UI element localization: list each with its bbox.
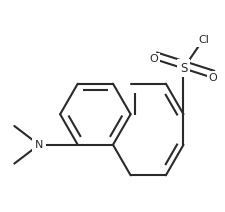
Text: N: N (35, 140, 43, 150)
Text: O: O (208, 73, 216, 83)
Text: Cl: Cl (197, 35, 208, 45)
Text: S: S (179, 62, 186, 75)
Text: O: O (149, 54, 158, 64)
